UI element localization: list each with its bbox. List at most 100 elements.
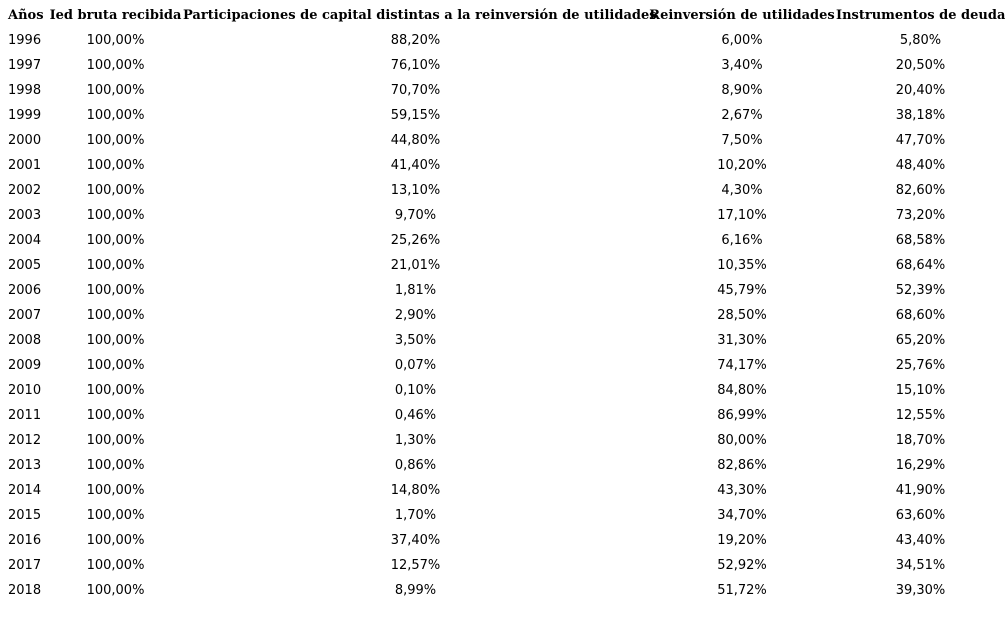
year-cell: 2018	[8, 583, 42, 598]
table-row: 2003 100,00% 9,70% 17,10% 73,20%	[0, 203, 1005, 228]
value-cell: 6,00%	[721, 33, 763, 48]
table-row: 1999 100,00% 59,15% 2,67% 38,18%	[0, 103, 1005, 128]
year-cell: 2004	[8, 233, 42, 248]
value-cell: 17,10%	[717, 208, 767, 223]
value-cell: 45,79%	[717, 283, 767, 298]
value-cell: 70,70%	[390, 83, 441, 98]
value-cell: 34,51%	[895, 558, 946, 573]
value-cell: 13,10%	[390, 183, 441, 198]
value-cell: 31,30%	[717, 333, 767, 348]
year-cell: 2013	[8, 458, 42, 473]
value-cell: 68,58%	[895, 233, 946, 248]
year-cell: 2006	[8, 283, 42, 298]
value-cell: 100,00%	[86, 133, 145, 148]
value-cell: 100,00%	[86, 308, 145, 323]
value-cell: 43,40%	[895, 533, 946, 548]
value-cell: 100,00%	[86, 33, 145, 48]
value-cell: 15,10%	[895, 383, 946, 398]
table-row: 2004 100,00% 25,26% 6,16% 68,58%	[0, 228, 1005, 253]
year-cell: 1999	[8, 108, 42, 123]
value-cell: 44,80%	[390, 133, 441, 148]
year-cell: 1997	[8, 58, 42, 73]
value-cell: 14,80%	[390, 483, 441, 498]
value-cell: 100,00%	[86, 433, 145, 448]
value-cell: 100,00%	[86, 83, 145, 98]
value-cell: 16,29%	[895, 458, 946, 473]
value-cell: 0,46%	[394, 408, 437, 423]
value-cell: 100,00%	[86, 383, 145, 398]
year-cell: 2010	[8, 383, 42, 398]
value-cell: 34,70%	[717, 508, 767, 523]
year-cell: 2014	[8, 483, 42, 498]
value-cell: 65,20%	[895, 333, 946, 348]
column-header-ied-bruta-recibida: Ied bruta recibida	[49, 7, 182, 23]
table-row: 2008 100,00% 3,50% 31,30% 65,20%	[0, 328, 1005, 353]
value-cell: 21,01%	[390, 258, 441, 273]
table-row: 2010 100,00% 0,10% 84,80% 15,10%	[0, 378, 1005, 403]
year-cell: 2012	[8, 433, 42, 448]
value-cell: 3,50%	[394, 333, 437, 348]
value-cell: 100,00%	[86, 558, 145, 573]
value-cell: 9,70%	[394, 208, 437, 223]
year-cell: 2008	[8, 333, 42, 348]
year-cell: 2005	[8, 258, 42, 273]
year-cell: 2003	[8, 208, 42, 223]
value-cell: 7,50%	[721, 133, 763, 148]
value-cell: 88,20%	[390, 33, 441, 48]
value-cell: 82,86%	[717, 458, 767, 473]
value-cell: 8,99%	[394, 583, 437, 598]
value-cell: 52,92%	[717, 558, 767, 573]
value-cell: 48,40%	[895, 158, 946, 173]
value-cell: 100,00%	[86, 283, 145, 298]
table-row: 2006 100,00% 1,81% 45,79% 52,39%	[0, 278, 1005, 303]
value-cell: 74,17%	[717, 358, 767, 373]
year-cell: 2007	[8, 308, 42, 323]
value-cell: 0,10%	[394, 383, 437, 398]
value-cell: 100,00%	[86, 483, 145, 498]
value-cell: 100,00%	[86, 508, 145, 523]
value-cell: 8,90%	[721, 83, 763, 98]
value-cell: 51,72%	[717, 583, 767, 598]
value-cell: 10,20%	[717, 158, 767, 173]
value-cell: 76,10%	[390, 58, 441, 73]
value-cell: 47,70%	[895, 133, 946, 148]
value-cell: 1,81%	[394, 283, 437, 298]
value-cell: 4,30%	[721, 183, 763, 198]
column-header-anios: Años	[8, 7, 44, 23]
value-cell: 12,55%	[895, 408, 946, 423]
value-cell: 25,76%	[895, 358, 946, 373]
table-row: 2017 100,00% 12,57% 52,92% 34,51%	[0, 553, 1005, 578]
value-cell: 0,86%	[394, 458, 437, 473]
table-row: 2018 100,00% 8,99% 51,72% 39,30%	[0, 578, 1005, 603]
value-cell: 2,67%	[721, 108, 763, 123]
value-cell: 12,57%	[390, 558, 441, 573]
value-cell: 68,64%	[895, 258, 946, 273]
value-cell: 3,40%	[721, 58, 763, 73]
value-cell: 5,80%	[899, 33, 942, 48]
fdi-composition-table: Años Ied bruta recibida Participaciones …	[0, 2, 1005, 603]
value-cell: 6,16%	[721, 233, 763, 248]
table-row: 2015 100,00% 1,70% 34,70% 63,60%	[0, 503, 1005, 528]
year-cell: 2009	[8, 358, 42, 373]
table-row: 2002 100,00% 13,10% 4,30% 82,60%	[0, 178, 1005, 203]
value-cell: 100,00%	[86, 533, 145, 548]
table-row: 2011 100,00% 0,46% 86,99% 12,55%	[0, 403, 1005, 428]
value-cell: 25,26%	[390, 233, 441, 248]
value-cell: 18,70%	[895, 433, 946, 448]
table-row: 2000 100,00% 44,80% 7,50% 47,70%	[0, 128, 1005, 153]
year-cell: 1996	[8, 33, 42, 48]
table-row: 2013 100,00% 0,86% 82,86% 16,29%	[0, 453, 1005, 478]
value-cell: 41,40%	[390, 158, 441, 173]
value-cell: 39,30%	[895, 583, 946, 598]
value-cell: 100,00%	[86, 458, 145, 473]
value-cell: 20,50%	[895, 58, 946, 73]
year-cell: 2001	[8, 158, 42, 173]
value-cell: 41,90%	[895, 483, 946, 498]
value-cell: 100,00%	[86, 58, 145, 73]
value-cell: 100,00%	[86, 158, 145, 173]
table-row: 1996 100,00% 88,20% 6,00% 5,80%	[0, 28, 1005, 53]
value-cell: 28,50%	[717, 308, 767, 323]
value-cell: 100,00%	[86, 258, 145, 273]
value-cell: 100,00%	[86, 108, 145, 123]
year-cell: 2017	[8, 558, 42, 573]
